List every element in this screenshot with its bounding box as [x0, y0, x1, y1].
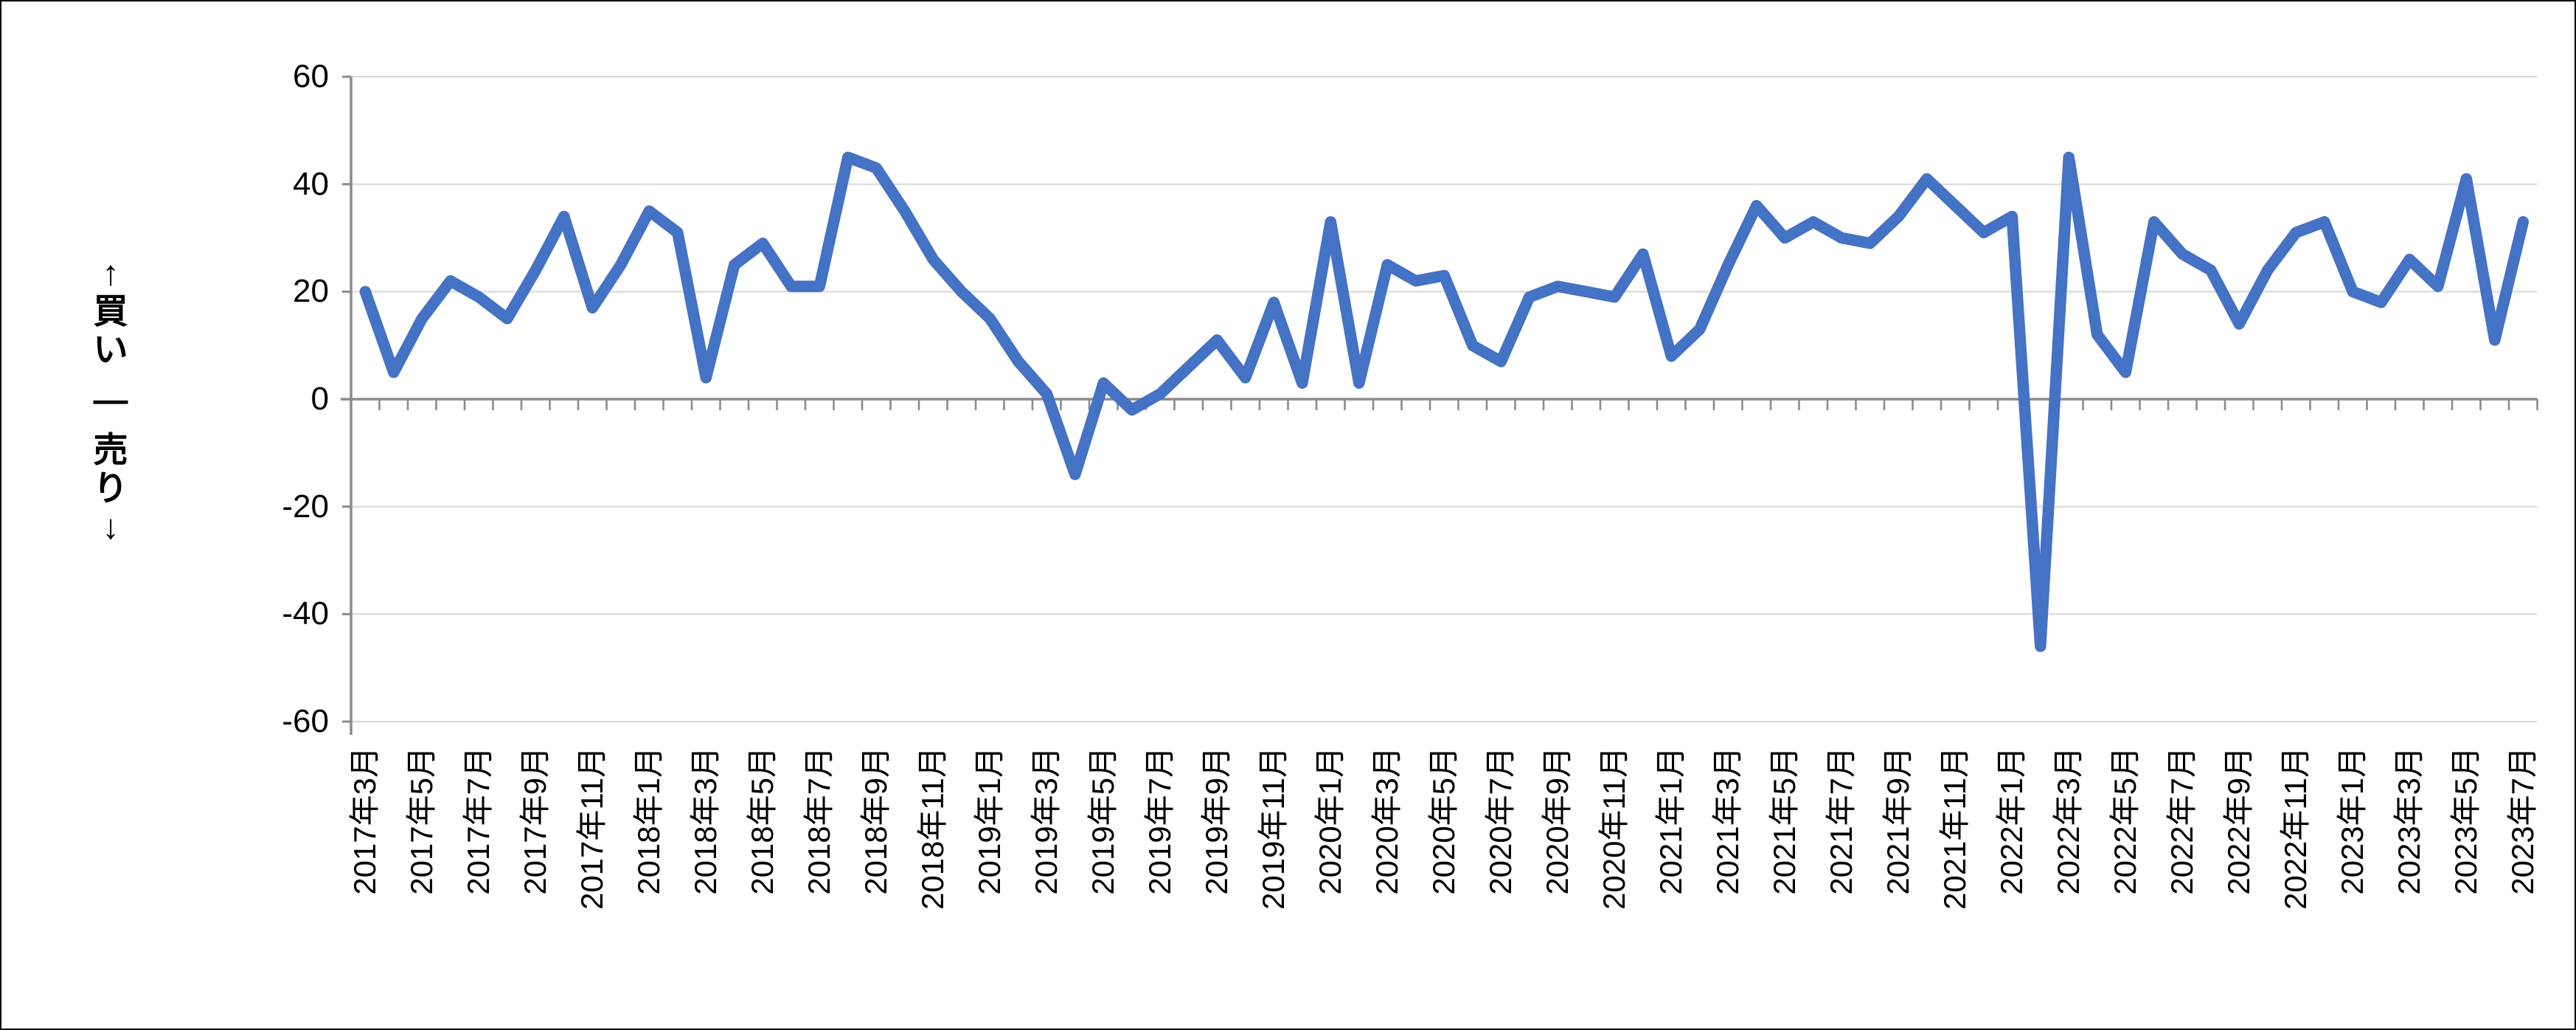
x-tick-label: 2017年5月	[404, 747, 440, 895]
x-tick-label: 2018年3月	[688, 747, 723, 895]
x-tick-label: 2022年5月	[2108, 747, 2143, 895]
x-tick-label: 2021年3月	[1710, 747, 1746, 895]
x-tick-label: 2019年5月	[1086, 747, 1121, 895]
y-axis-title-char: い	[93, 330, 128, 369]
y-axis-title-char: ↑	[102, 253, 119, 292]
x-tick-label: 2023年7月	[2505, 747, 2541, 895]
x-tick-label: 2018年5月	[745, 747, 780, 895]
x-tick-label: 2020年1月	[1313, 747, 1348, 895]
x-tick-label: 2023年3月	[2392, 747, 2427, 895]
y-axis-title-char: 買	[93, 291, 128, 331]
x-tick-label: 2021年11月	[1937, 747, 1973, 910]
x-tick-label: 2022年11月	[2278, 747, 2313, 910]
x-tick-label: 2020年11月	[1597, 747, 1632, 910]
y-axis-title-char: 売	[93, 430, 128, 469]
y-axis-title-char: ↓	[102, 507, 119, 546]
x-tick-label: 2020年7月	[1483, 747, 1518, 895]
y-tick-label: -20	[282, 488, 329, 525]
x-tick-label: 2023年5月	[2448, 747, 2484, 895]
y-tick-label: 0	[310, 381, 329, 417]
y-axis-title-char: り	[93, 469, 128, 508]
y-tick-label: -60	[282, 702, 329, 739]
x-tick-label: 2019年9月	[1199, 747, 1235, 895]
y-axis-title: ↑ 買い ― 売り ↓	[75, 252, 146, 547]
y-axis-title-char: ―	[93, 380, 128, 419]
x-tick-label: 2017年9月	[518, 747, 553, 895]
x-tick-label: 2021年5月	[1767, 747, 1802, 895]
x-tick-label: 2023年1月	[2335, 747, 2370, 895]
x-tick-label: 2022年1月	[1994, 747, 2030, 895]
x-tick-label: 2021年1月	[1653, 747, 1689, 895]
x-tick-label: 2021年9月	[1881, 747, 1916, 895]
series-line	[359, 151, 2530, 652]
x-tick-label: 2022年7月	[2164, 747, 2200, 895]
x-tick-label: 2020年9月	[1540, 747, 1575, 895]
x-tick-label: 2019年1月	[972, 747, 1007, 895]
x-tick-label: 2018年1月	[631, 747, 667, 895]
y-tick-label: 60	[293, 58, 329, 94]
x-tick-label: 2020年3月	[1369, 747, 1405, 895]
y-tick-label: 40	[293, 165, 329, 202]
x-tick-label: 2020年5月	[1426, 747, 1462, 895]
x-tick-label: 2021年7月	[1824, 747, 1859, 895]
x-tick-label: 2022年3月	[2051, 747, 2086, 895]
x-tick-label: 2018年7月	[802, 747, 837, 895]
x-tick-label: 2017年11月	[574, 747, 610, 910]
x-tick-label: 2017年7月	[461, 747, 496, 895]
x-tick-label: 2018年11月	[915, 747, 951, 910]
x-tick-label: 2018年9月	[858, 747, 894, 895]
x-tick-label: 2022年9月	[2221, 747, 2257, 895]
y-tick-label: 20	[293, 273, 329, 310]
x-tick-label: 2017年3月	[347, 747, 383, 895]
x-tick-label: 2019年11月	[1256, 747, 1291, 910]
x-tick-label: 2019年7月	[1142, 747, 1178, 895]
y-tick-label: -40	[282, 595, 329, 632]
x-tick-label: 2019年3月	[1029, 747, 1064, 895]
